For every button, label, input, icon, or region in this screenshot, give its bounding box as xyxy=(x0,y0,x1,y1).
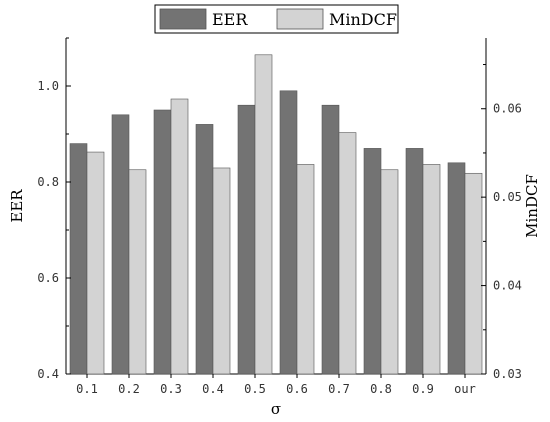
bar-eer-0.3 xyxy=(153,109,172,375)
x-tick-label: 0.7 xyxy=(328,382,350,396)
bar-eer-0.4 xyxy=(195,124,214,375)
y-tick-label: 0.6 xyxy=(37,271,59,285)
x-tick-label: 0.1 xyxy=(76,382,98,396)
bar-eer-0.8 xyxy=(363,148,382,375)
x-tick-label: 0.6 xyxy=(286,382,308,396)
legend: EER MinDCF xyxy=(154,4,399,34)
y2-tick-label: 0.06 xyxy=(493,102,522,116)
y2-axis-title: MinDCF xyxy=(523,174,541,238)
x-tick-label: our xyxy=(454,382,476,396)
bar-mindcf-0.7 xyxy=(338,132,357,375)
bar-mindcf-0.4 xyxy=(212,167,231,375)
y-axis-title: EER xyxy=(8,189,26,223)
x-tick-label: 0.8 xyxy=(370,382,392,396)
bar-mindcf-our xyxy=(464,172,483,375)
bar-eer-0.5 xyxy=(237,104,256,375)
y2-tick-label: 0.04 xyxy=(493,279,522,293)
x-tick-label: 0.3 xyxy=(160,382,182,396)
bar-eer-0.2 xyxy=(111,114,130,375)
bar-mindcf-0.6 xyxy=(296,164,315,375)
ticks-group: 0.1 0.2 0.3 0.4 0.5 0.6 0.7 0.8 0.9 our 0.4 0.6 0.8 1… xyxy=(37,37,522,396)
x-tick-label: 0.9 xyxy=(412,382,434,396)
legend-label-mindcf: MinDCF xyxy=(329,10,397,29)
y2-tick-label: 0.03 xyxy=(493,367,522,381)
y2-tick-label: 0.05 xyxy=(493,190,522,204)
bar-mindcf-0.2 xyxy=(128,169,147,375)
x-tick-label: 0.5 xyxy=(244,382,266,396)
bar-mindcf-0.3 xyxy=(170,98,189,375)
y-tick-label: 1.0 xyxy=(37,79,59,93)
y-tick-label: 0.4 xyxy=(37,367,59,381)
bar-eer-0.7 xyxy=(321,104,340,375)
x-tick-label: 0.2 xyxy=(118,382,140,396)
bar-mindcf-0.8 xyxy=(380,169,399,375)
x-tick-label: 0.4 xyxy=(202,382,224,396)
bar-eer-our xyxy=(447,162,466,375)
y-tick-label: 0.8 xyxy=(37,175,59,189)
legend-label-eer: EER xyxy=(212,10,248,29)
bar-eer-0.9 xyxy=(405,148,424,375)
bars-group xyxy=(69,54,483,375)
legend-swatch-mindcf xyxy=(276,8,324,30)
bar-mindcf-0.5 xyxy=(254,54,273,375)
bar-eer-0.1 xyxy=(69,143,88,375)
x-axis-title: σ xyxy=(271,400,281,418)
bar-mindcf-0.1 xyxy=(86,151,105,375)
bar-eer-0.6 xyxy=(279,90,298,375)
legend-swatch-eer xyxy=(159,8,207,30)
bar-mindcf-0.9 xyxy=(422,164,441,375)
